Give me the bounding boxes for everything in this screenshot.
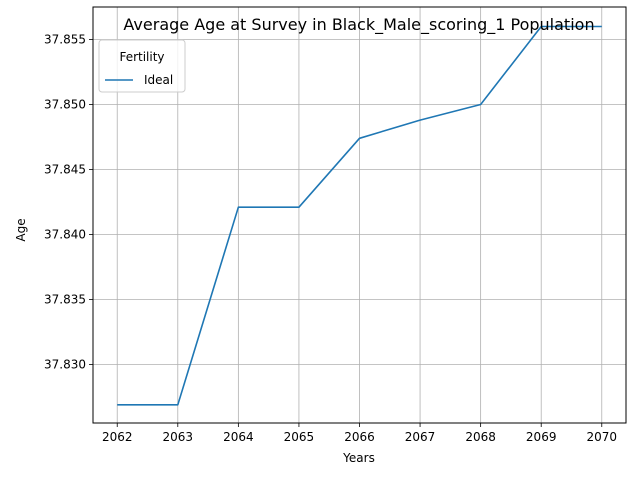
ticks: 2062 2063 2064 2065 2066 2067 2068 2069 2070 37.8… [44,33,617,445]
legend: Fertility Ideal [98,39,186,93]
x-tick-label: 2065 [284,430,315,444]
y-tick-label: 37.830 [44,358,86,372]
y-tick-label: 37.850 [44,98,86,112]
x-tick-label: 2062 [102,430,133,444]
x-tick-label: 2063 [163,430,194,444]
x-tick-label: 2068 [465,430,496,444]
x-tick-label: 2069 [526,430,557,444]
series-line-ideal [117,25,602,406]
chart-title: Average Age at Survey in Black_Male_scor… [123,15,594,35]
y-tick-label: 37.855 [44,33,86,47]
x-axis-label: Years [342,451,375,465]
legend-title: Fertility [119,50,164,64]
x-tick-label: 2070 [586,430,617,444]
y-tick-label: 37.835 [44,293,86,307]
legend-label-ideal: Ideal [144,73,173,87]
x-tick-label: 2064 [223,430,254,444]
legend-box [98,39,186,93]
series-layer [117,25,602,406]
y-tick-label: 37.845 [44,163,86,177]
y-tick-label: 37.840 [44,228,86,242]
x-tick-label: 2067 [405,430,436,444]
y-axis-label: Age [14,218,28,241]
grid [93,7,626,423]
x-tick-label: 2066 [344,430,375,444]
